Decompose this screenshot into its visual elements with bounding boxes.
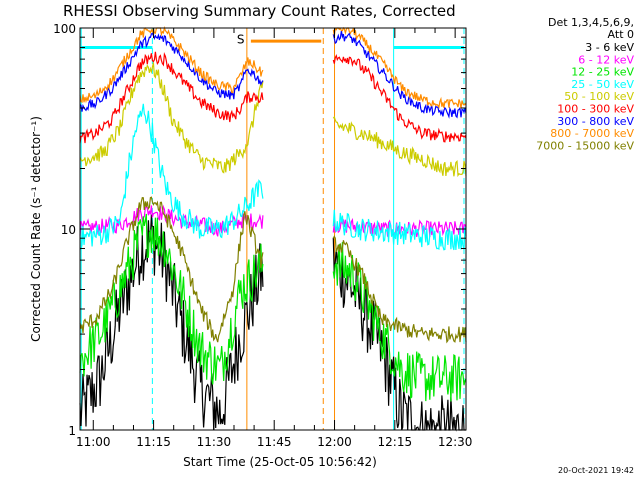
series-line-9 [79, 196, 467, 344]
y-axis-label: Corrected Count Rate (s⁻¹ detector⁻¹) [29, 116, 43, 342]
x-tick-label-7: 12:30 [438, 435, 473, 449]
y-tick-label-1: 1 [68, 424, 76, 438]
legend-entry-2: 6 - 12 keV [578, 53, 634, 66]
legend-entry-4: 25 - 50 keV [571, 78, 634, 91]
chart-title: RHESSI Observing Summary Count Rates, Co… [63, 2, 456, 20]
y-tick-label-2: 10 [61, 223, 76, 237]
legend-entry-7: 300 - 800 keV [557, 115, 634, 128]
legend-entry-8: 800 - 7000 keV [550, 127, 634, 140]
x-tick-label-4: 11:45 [257, 435, 292, 449]
attenuator-state-label: Att 0 [608, 28, 634, 41]
x-tick-label-5: 12:00 [317, 435, 352, 449]
series-line-5 [79, 62, 467, 178]
series-line-3 [79, 213, 467, 402]
axes: 1 10 100 11:00 11:15 11:30 11:45 12:00 12:15 12:3… [53, 22, 472, 449]
x-tick-label-2: 11:15 [136, 435, 171, 449]
legend-entry-5: 50 - 100 keV [564, 90, 634, 103]
plot-content: S [79, 25, 467, 432]
legend-entry-6: 100 - 300 keV [557, 103, 634, 116]
x-tick-label-6: 12:15 [378, 435, 413, 449]
legend-entry-9: 7000 - 15000 keV [536, 139, 634, 152]
series-line-7 [79, 30, 467, 119]
generated-timestamp: 20-Oct-2021 19:42 [558, 466, 634, 475]
y-tick-label-3: 100 [53, 22, 76, 36]
series-line-8 [79, 25, 467, 110]
legend-entry-1: 3 - 6 keV [585, 41, 634, 54]
legend-entry-3: 12 - 25 keV [571, 66, 634, 79]
detector-list-label: Det 1,3,4,5,6,9, [548, 16, 634, 29]
flare-marker-label: S [237, 32, 245, 46]
series-line-6 [79, 51, 467, 144]
series-line-4 [79, 103, 467, 251]
x-tick-label-1: 11:00 [76, 435, 111, 449]
x-tick-label-3: 11:30 [197, 435, 232, 449]
x-axis-label: Start Time (25-Oct-05 10:56:42) [183, 455, 377, 469]
